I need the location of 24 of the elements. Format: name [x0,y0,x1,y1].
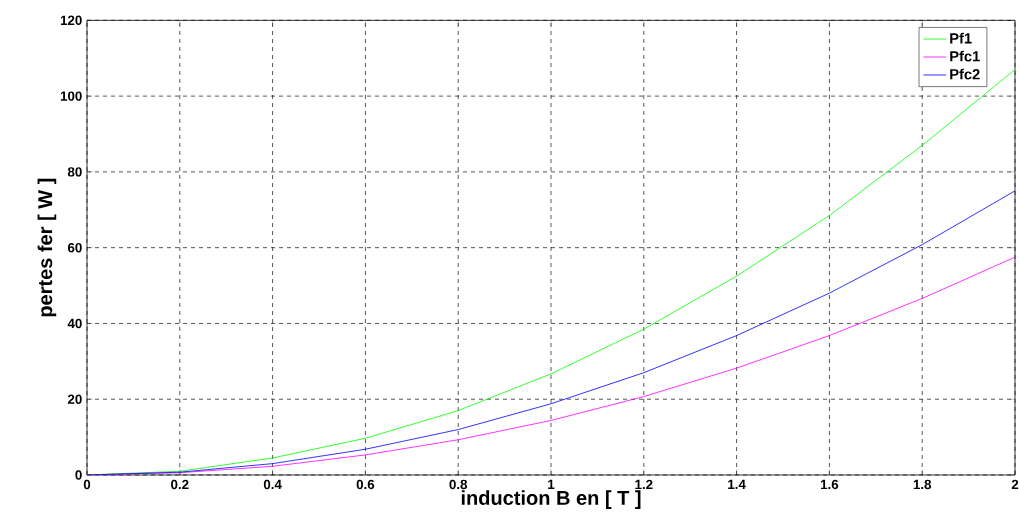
x-tick-label: 0 [83,479,91,490]
x-tick-label: 0.2 [171,479,189,490]
x-tick-label: 1.8 [913,479,932,490]
x-tick-label: 1.6 [820,479,839,490]
x-axis-title: induction B en [ T ] [461,490,641,509]
y-tick-label: 100 [60,91,82,101]
y-tick-label: 120 [60,15,82,26]
legend-label: Pfc1 [950,50,980,62]
y-tick-label: 20 [67,394,82,404]
y-axis-title: pertes fer [ W ] [37,178,57,317]
x-tick-label: 2 [1011,479,1019,490]
y-tick-label: 0 [75,470,82,480]
legend-label: Pfc2 [950,68,980,80]
x-tick-label: 0.4 [263,479,282,490]
x-tick-label: 0.6 [356,479,375,490]
y-tick-label: 40 [67,318,82,329]
x-tick-label: 1.2 [635,479,653,490]
legend-label: Pf1 [950,32,972,44]
line-series [87,190,1016,475]
x-tick-label: 1 [548,479,555,489]
x-tick-label: 1.4 [728,479,746,489]
y-tick-label: 80 [67,167,82,177]
y-tick-label: 60 [67,242,82,253]
x-tick-label: 0.8 [449,479,468,490]
